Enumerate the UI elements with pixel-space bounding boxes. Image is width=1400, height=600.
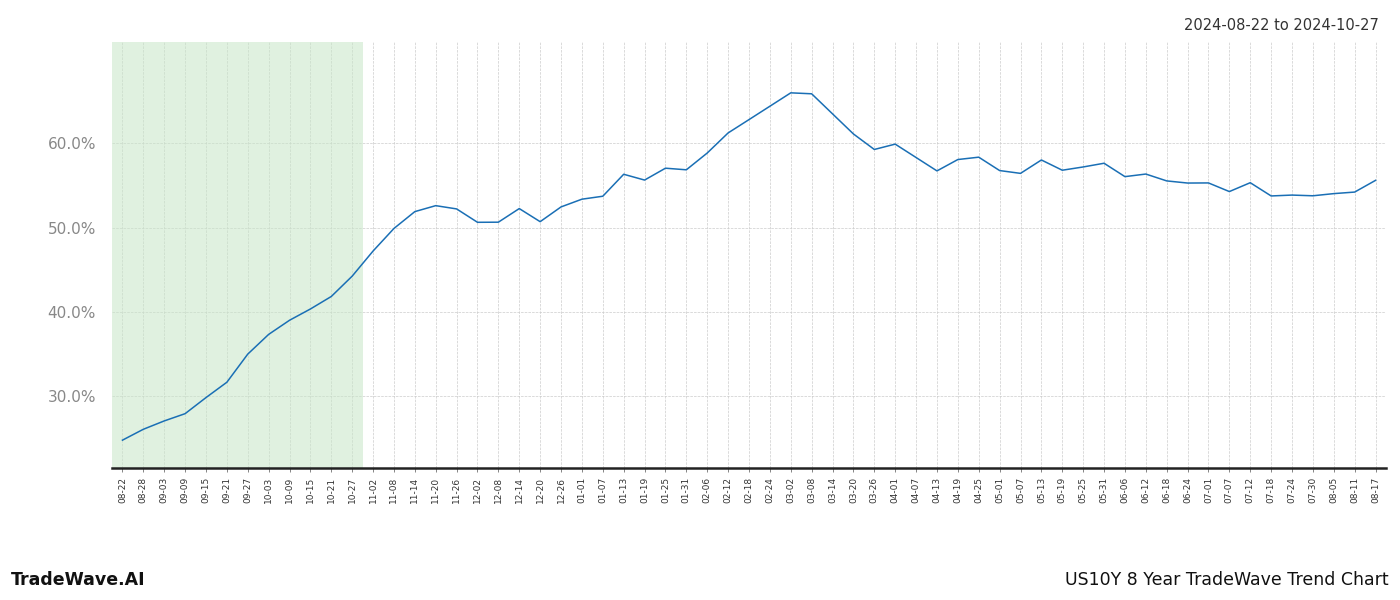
Text: US10Y 8 Year TradeWave Trend Chart: US10Y 8 Year TradeWave Trend Chart: [1065, 571, 1389, 589]
Bar: [112, 42, 363, 468]
Text: 2024-08-22 to 2024-10-27: 2024-08-22 to 2024-10-27: [1184, 18, 1379, 33]
Text: TradeWave.AI: TradeWave.AI: [11, 571, 146, 589]
